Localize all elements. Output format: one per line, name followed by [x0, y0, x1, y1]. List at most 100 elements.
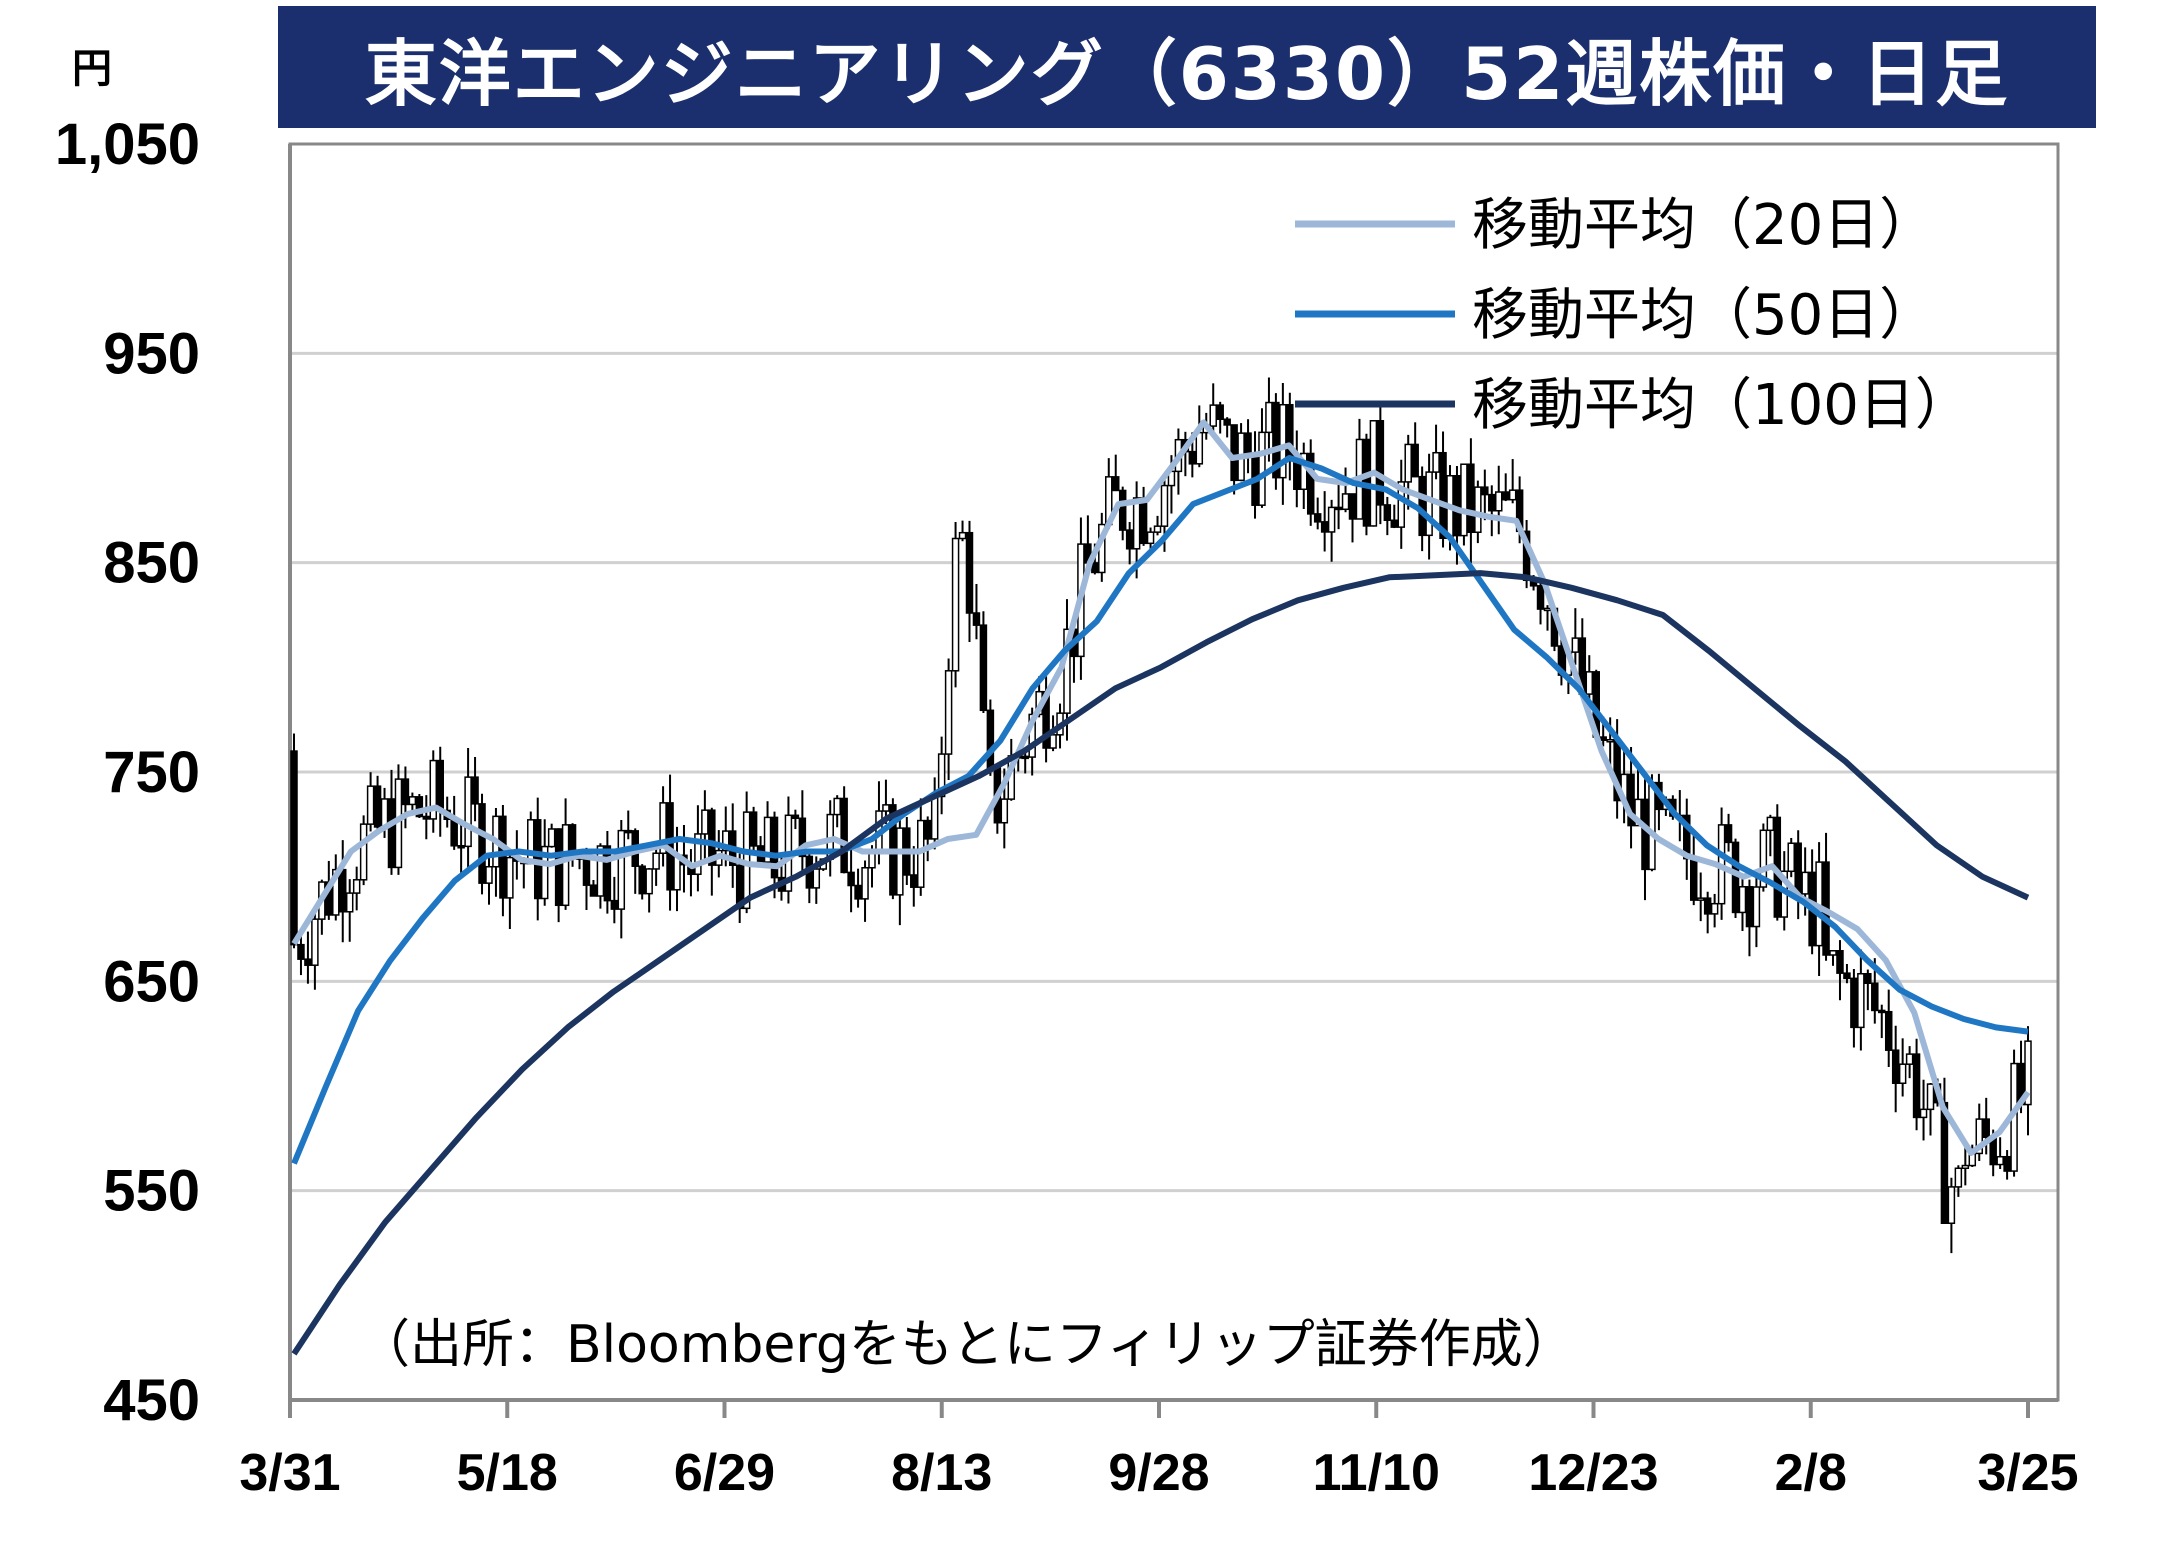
candle-body [582, 856, 591, 886]
candle-body [1710, 902, 1719, 915]
candle-body [652, 852, 660, 870]
candle-body [673, 854, 681, 891]
candle-body [1488, 493, 1496, 512]
candle-body [1836, 950, 1844, 974]
candle-body [986, 709, 995, 769]
x-tick-label: 6/29 [674, 1444, 775, 1502]
moving-average-lines [291, 419, 2031, 1356]
candle-body [1857, 973, 1865, 1029]
candle-body [1585, 671, 1594, 695]
candle-body [450, 818, 458, 847]
candle-body [910, 874, 918, 888]
candle-body [1996, 1155, 2004, 1166]
candle-body [1975, 1118, 1984, 1155]
candle-body [1801, 871, 1809, 895]
x-tick-label: 5/18 [457, 1444, 558, 1502]
candle-body [1536, 585, 1545, 610]
candle-body [1265, 401, 1273, 434]
candle-body [457, 845, 465, 849]
candle-body [1348, 493, 1357, 520]
candle-body [944, 670, 953, 755]
candle-body [311, 918, 319, 966]
candle-body [1153, 525, 1162, 533]
candle-body [1460, 463, 1468, 537]
candle-body [1738, 886, 1747, 914]
candle-body [603, 845, 612, 902]
candle-body [1878, 1009, 1886, 1014]
candle-body [1898, 1063, 1907, 1084]
candle-body [415, 796, 424, 818]
candle-body [1272, 401, 1280, 479]
series-line-ma50 [291, 455, 2029, 1165]
candle-body [1947, 1186, 1956, 1224]
candle-body [1474, 486, 1482, 534]
candle-body [1864, 973, 1872, 985]
candle-body [1411, 443, 1419, 478]
candle-body [1125, 529, 1134, 550]
x-tick-label: 9/28 [1108, 1444, 1209, 1502]
candle-body [1118, 489, 1127, 531]
candle-body [332, 868, 340, 916]
candle-body [589, 884, 598, 897]
candle-body [1759, 829, 1768, 888]
candle-body [1731, 841, 1740, 914]
candle-body [791, 814, 800, 820]
candle-body [1843, 972, 1851, 980]
candle-body [798, 817, 807, 858]
plot-border [288, 142, 2060, 1402]
candle-body [1940, 1101, 1949, 1224]
y-tick-label: 850 [103, 531, 200, 596]
candle-body [1481, 486, 1489, 496]
candle-body [429, 759, 438, 820]
candle-body [1871, 982, 1879, 1012]
candle-body [1028, 713, 1036, 758]
candle-body [951, 537, 960, 672]
candle-body [1982, 1118, 1990, 1139]
candle-body [896, 827, 904, 896]
candle-body [1508, 489, 1517, 501]
candle-body [338, 868, 347, 913]
y-tick-label: 450 [103, 1368, 200, 1433]
candle-body [1279, 403, 1287, 479]
axes [288, 142, 2060, 1418]
candle-body [499, 815, 507, 899]
candle-body [1766, 816, 1775, 832]
candle-body [749, 811, 758, 847]
legend-label: 移動平均（100日） [1472, 373, 1971, 438]
candle-body [763, 816, 772, 863]
x-tick-label: 3/31 [239, 1444, 340, 1502]
candle-body [297, 943, 305, 960]
candle-body [694, 833, 702, 876]
y-tick-label: 650 [103, 949, 200, 1014]
x-tick-label: 12/23 [1528, 1444, 1658, 1502]
candle-body [1634, 798, 1642, 827]
candle-body [937, 753, 946, 798]
x-tick-label: 3/25 [1977, 1444, 2078, 1502]
candle-body [1627, 773, 1635, 827]
candle-body [1390, 519, 1399, 528]
candle-body [1494, 491, 1503, 512]
candle-body [304, 958, 312, 966]
candle-body [1063, 628, 1071, 714]
candle-body [833, 797, 841, 816]
candle-body [1418, 475, 1426, 537]
candle-body [638, 865, 646, 895]
candle-body [812, 868, 821, 889]
y-tick-label: 950 [103, 321, 200, 386]
candle-body [1000, 798, 1009, 824]
x-tick-label: 2/8 [1775, 1444, 1847, 1502]
candle-body [561, 824, 570, 907]
candle-body [1787, 842, 1795, 873]
candle-body [708, 809, 716, 866]
candle-body [345, 892, 354, 913]
candle-body [1919, 1108, 1928, 1119]
candle-body [1606, 739, 1614, 743]
candle-body [923, 819, 932, 840]
candle-body [352, 879, 361, 894]
series-line-ma100 [291, 570, 2030, 1356]
candle-body [485, 865, 493, 884]
series-line-ma20 [291, 419, 2031, 1156]
y-tick-label: 1,050 [55, 112, 200, 177]
candle-body [1327, 506, 1336, 533]
